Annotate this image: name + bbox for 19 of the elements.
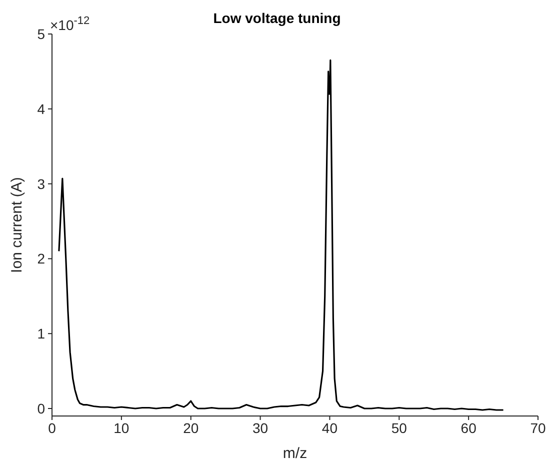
x-tick-label: 20 <box>183 420 199 436</box>
y-tick-label: 5 <box>37 26 46 42</box>
y-tick-label: 1 <box>37 326 46 342</box>
y-tick-label: 3 <box>37 176 46 192</box>
x-tick-label: 70 <box>530 420 546 436</box>
text: ×10$^{-12}$ <box>50 15 90 33</box>
x-tick-label: 60 <box>460 420 477 436</box>
x-tick-label: 0 <box>48 420 56 436</box>
y-tick-label: 0 <box>37 400 46 416</box>
x-tick-label: 50 <box>391 420 408 436</box>
y-tick-label: 4 <box>37 100 46 117</box>
line-series <box>58 59 504 411</box>
x-axis-title: m/z <box>282 445 308 462</box>
x-tick-label: 30 <box>252 420 268 436</box>
y-axis-title: Ion current (A) <box>8 177 26 273</box>
chart-title: Low voltage tuning <box>213 10 341 26</box>
x-tick-label: 40 <box>322 420 338 436</box>
y-tick-label: 2 <box>37 250 46 267</box>
x-tick-label: 10 <box>114 420 130 436</box>
